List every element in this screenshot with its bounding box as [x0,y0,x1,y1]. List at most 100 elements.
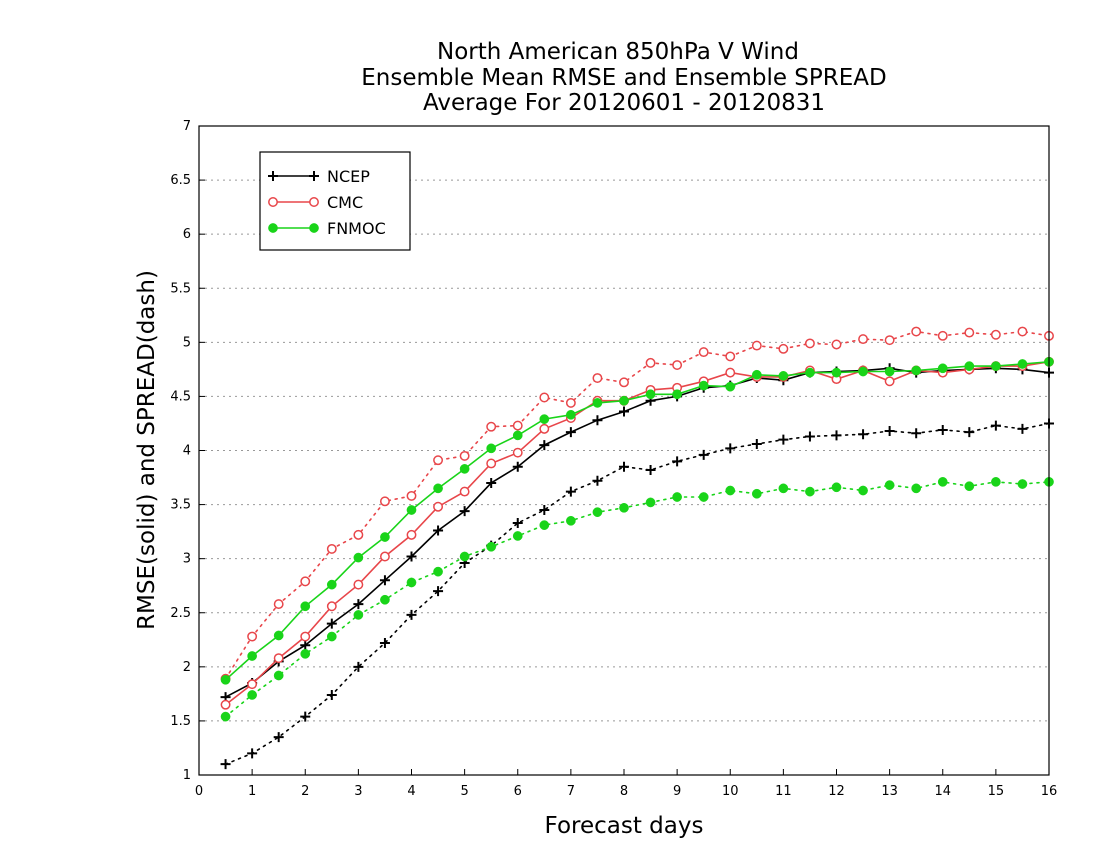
series-cmc-rmse-point [273,653,284,664]
series-fnmoc-spread-point [539,520,550,530]
series-cmc-rmse-point [220,699,231,710]
series-fnmoc-rmse-point [220,674,231,685]
series-ncep-spread-point [964,427,975,438]
chart-title: North American 850hPa V Wind Ensemble Me… [361,39,886,116]
series-ncep-rmse-point [326,618,337,629]
series-fnmoc-spread-point [459,551,470,562]
y-tick-label: 7 [183,119,191,134]
series-ncep-spread-point [884,426,895,437]
series-fnmoc-rmse-point [645,389,656,400]
x-tick-label: 6 [514,784,522,799]
x-tick-label: 5 [460,784,468,799]
series-ncep-rmse-point [353,599,364,610]
legend-box [259,151,411,251]
series-cmc-rmse-point [539,423,550,434]
series-ncep-spread-point [565,486,576,497]
series-ncep-spread-point [220,759,231,770]
y-tick-label: 5.5 [170,281,191,296]
series-cmc-rmse-point [459,486,470,497]
legend-label-cmc: CMC [327,193,363,212]
series-fnmoc-rmse-point [539,414,550,424]
series-ncep-spread-point [406,609,417,620]
series-cmc-spread-point [592,373,603,383]
chart-title-line-1: North American 850hPa V Wind [437,39,799,65]
series-ncep-spread-point [379,638,390,649]
series-cmc-spread-point [406,490,417,501]
series-cmc-spread-point [937,330,948,341]
series-cmc-spread-point [645,357,656,368]
series-ncep-spread-point [911,428,922,439]
series-cmc-rmse-line [225,361,1050,706]
series-ncep-rmse-point [379,575,390,586]
series-fnmoc-rmse-point [326,579,337,590]
series-ncep-spread-point [831,430,842,441]
series-cmc-spread-point [1017,326,1028,337]
series-fnmoc-rmse-point [273,630,284,641]
series-cmc-rmse-point [300,631,311,642]
series-ncep-spread-point [751,439,762,450]
series-cmc-spread-point [326,543,337,554]
series-ncep-spread-point [778,434,789,445]
series-cmc-spread-point [751,340,762,351]
x-tick-label: 13 [881,784,898,799]
x-axis-label: Forecast days [545,813,704,839]
series-ncep-spread-point [592,475,603,486]
series-fnmoc-spread-point [566,515,576,526]
legend-entries: NCEP CMC FNMOC [268,167,386,238]
series-fnmoc-spread-point [326,631,337,642]
series-fnmoc-spread-point [512,531,523,541]
series-fnmoc-rmse-point [566,409,576,420]
series-cmc-spread-point [698,347,709,358]
legend-label-fnmoc: FNMOC [327,219,386,238]
series-cmc-spread-point [565,397,576,408]
y-tick-label: 4 [183,444,191,459]
series-fnmoc-spread-point [220,711,231,722]
x-tick-label: 8 [620,784,628,799]
series-fnmoc-rmse-point [991,361,1001,371]
series-fnmoc-spread-point [273,670,284,681]
series-cmc-rmse-point [433,501,444,512]
series-cmc-spread-point [804,338,815,349]
y-tick-label: 3 [183,552,191,567]
series-layer [220,326,1054,770]
series-fnmoc-spread-point [619,502,629,513]
series-fnmoc-spread-point [725,485,736,496]
series-fnmoc-spread-point [672,492,682,502]
series-ncep-spread-point [273,732,284,743]
series-ncep-rmse-point [433,525,444,536]
x-tick-label: 16 [1041,784,1058,799]
series-ncep-rmse-point [539,440,550,451]
series-ncep-spread-point [433,586,444,597]
series-cmc-rmse-point [512,447,523,458]
series-cmc-spread-point [273,599,284,610]
series-fnmoc-spread-point [698,492,709,502]
series-ncep-rmse-point [592,415,603,426]
series-cmc-rmse-point [353,579,364,590]
series-fnmoc-rmse-point [406,505,417,515]
series-cmc-spread-point [990,329,1001,340]
y-tick-label: 6 [183,227,191,242]
x-tick-label: 3 [354,784,362,799]
series-ncep-rmse-point [565,427,576,438]
series-fnmoc-spread-point [406,577,417,588]
legend: NCEP CMC FNMOC [259,151,411,251]
y-tick-label: 6.5 [170,173,191,188]
series-fnmoc-rmse-point [778,371,789,381]
series-ncep-spread-point [672,456,683,467]
chart-title-line-3: Average For 20120601 - 20120831 [423,90,825,116]
series-ncep-spread-point [512,517,523,528]
series-cmc-spread-point [884,335,895,346]
series-ncep-rmse-point [406,551,417,562]
series-cmc-spread-point [539,392,550,403]
series-ncep-spread-point [937,424,948,435]
y-tick-label: 1.5 [170,714,191,729]
y-tick-label: 2.5 [170,606,191,621]
series-fnmoc-rmse-point [937,363,948,374]
legend-marker-fnmoc [309,223,319,233]
series-fnmoc-spread-point [592,507,603,518]
series-fnmoc-rmse-line [225,361,1050,681]
series-fnmoc-spread-point [433,566,443,577]
legend-label-ncep: NCEP [327,167,370,186]
series-fnmoc-spread-line [224,481,1050,718]
